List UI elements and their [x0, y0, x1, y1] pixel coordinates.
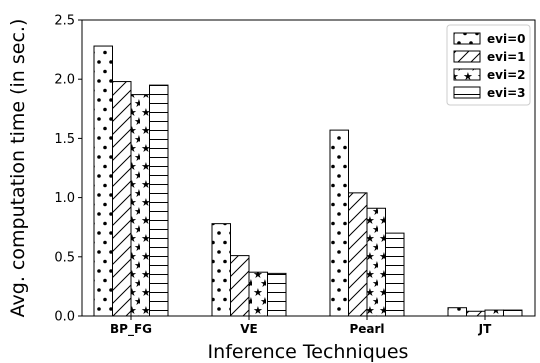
- x-axis-label: Inference Techniques: [208, 341, 409, 363]
- x-tick-label: Pearl: [349, 322, 384, 336]
- y-tick-label: 0.5: [54, 250, 75, 265]
- y-axis: 0.0 0.5 1.0 1.5 2.0 2.5: [54, 14, 82, 325]
- bar-pearl-evi-3: [385, 232, 405, 317]
- bar-pearl-evi-0: [329, 129, 349, 317]
- y-tick-label: 0.0: [54, 310, 75, 325]
- bar-ve-evi-1: [230, 255, 250, 317]
- bar-pearl-evi-1: [348, 192, 368, 317]
- legend-label: evi=3: [487, 86, 525, 100]
- bar-bp-fg-evi-1: [112, 81, 132, 317]
- bar-jt-evi-2: [484, 309, 504, 317]
- legend-box: [446, 24, 531, 106]
- y-tick-label: 1.5: [54, 132, 75, 147]
- legend-label: evi=2: [487, 68, 525, 82]
- y-axis-label: Avg. computation time (in sec.): [7, 19, 29, 318]
- legend-label: evi=1: [487, 50, 525, 64]
- legend-swatch-evi-0: [453, 32, 481, 45]
- y-tick-label: 2.5: [54, 14, 75, 29]
- bars-group: [93, 45, 523, 317]
- x-tick-label: BP_FG: [110, 322, 152, 337]
- legend-swatch-evi-1: [453, 50, 481, 63]
- legend-swatch-evi-3: [453, 86, 481, 99]
- bar-bp-fg-evi-2: [130, 94, 150, 317]
- legend: evi=0 evi=1 evi=2 evi=3: [446, 24, 531, 106]
- plot-frame: [81, 19, 536, 317]
- bar-ve-evi-2: [248, 271, 268, 317]
- bar-ve-evi-0: [211, 223, 231, 317]
- bar-bp-fg-evi-0: [93, 45, 113, 317]
- legend-label: evi=0: [487, 32, 525, 46]
- y-tick-label: 1.0: [54, 191, 75, 206]
- x-axis: BP_FG VE Pearl JT: [110, 316, 492, 337]
- legend-swatch-evi-2: [453, 68, 481, 81]
- bar-ve-evi-3: [267, 272, 287, 317]
- y-tick-label: 2.0: [54, 73, 75, 88]
- bar-jt-evi-1: [466, 310, 486, 317]
- bar-bp-fg-evi-3: [149, 84, 169, 317]
- x-tick-label: VE: [240, 322, 257, 336]
- bar-pearl-evi-2: [366, 207, 386, 317]
- bar-jt-evi-3: [503, 309, 523, 317]
- bar-jt-evi-0: [447, 307, 467, 317]
- x-tick-label: JT: [478, 322, 492, 336]
